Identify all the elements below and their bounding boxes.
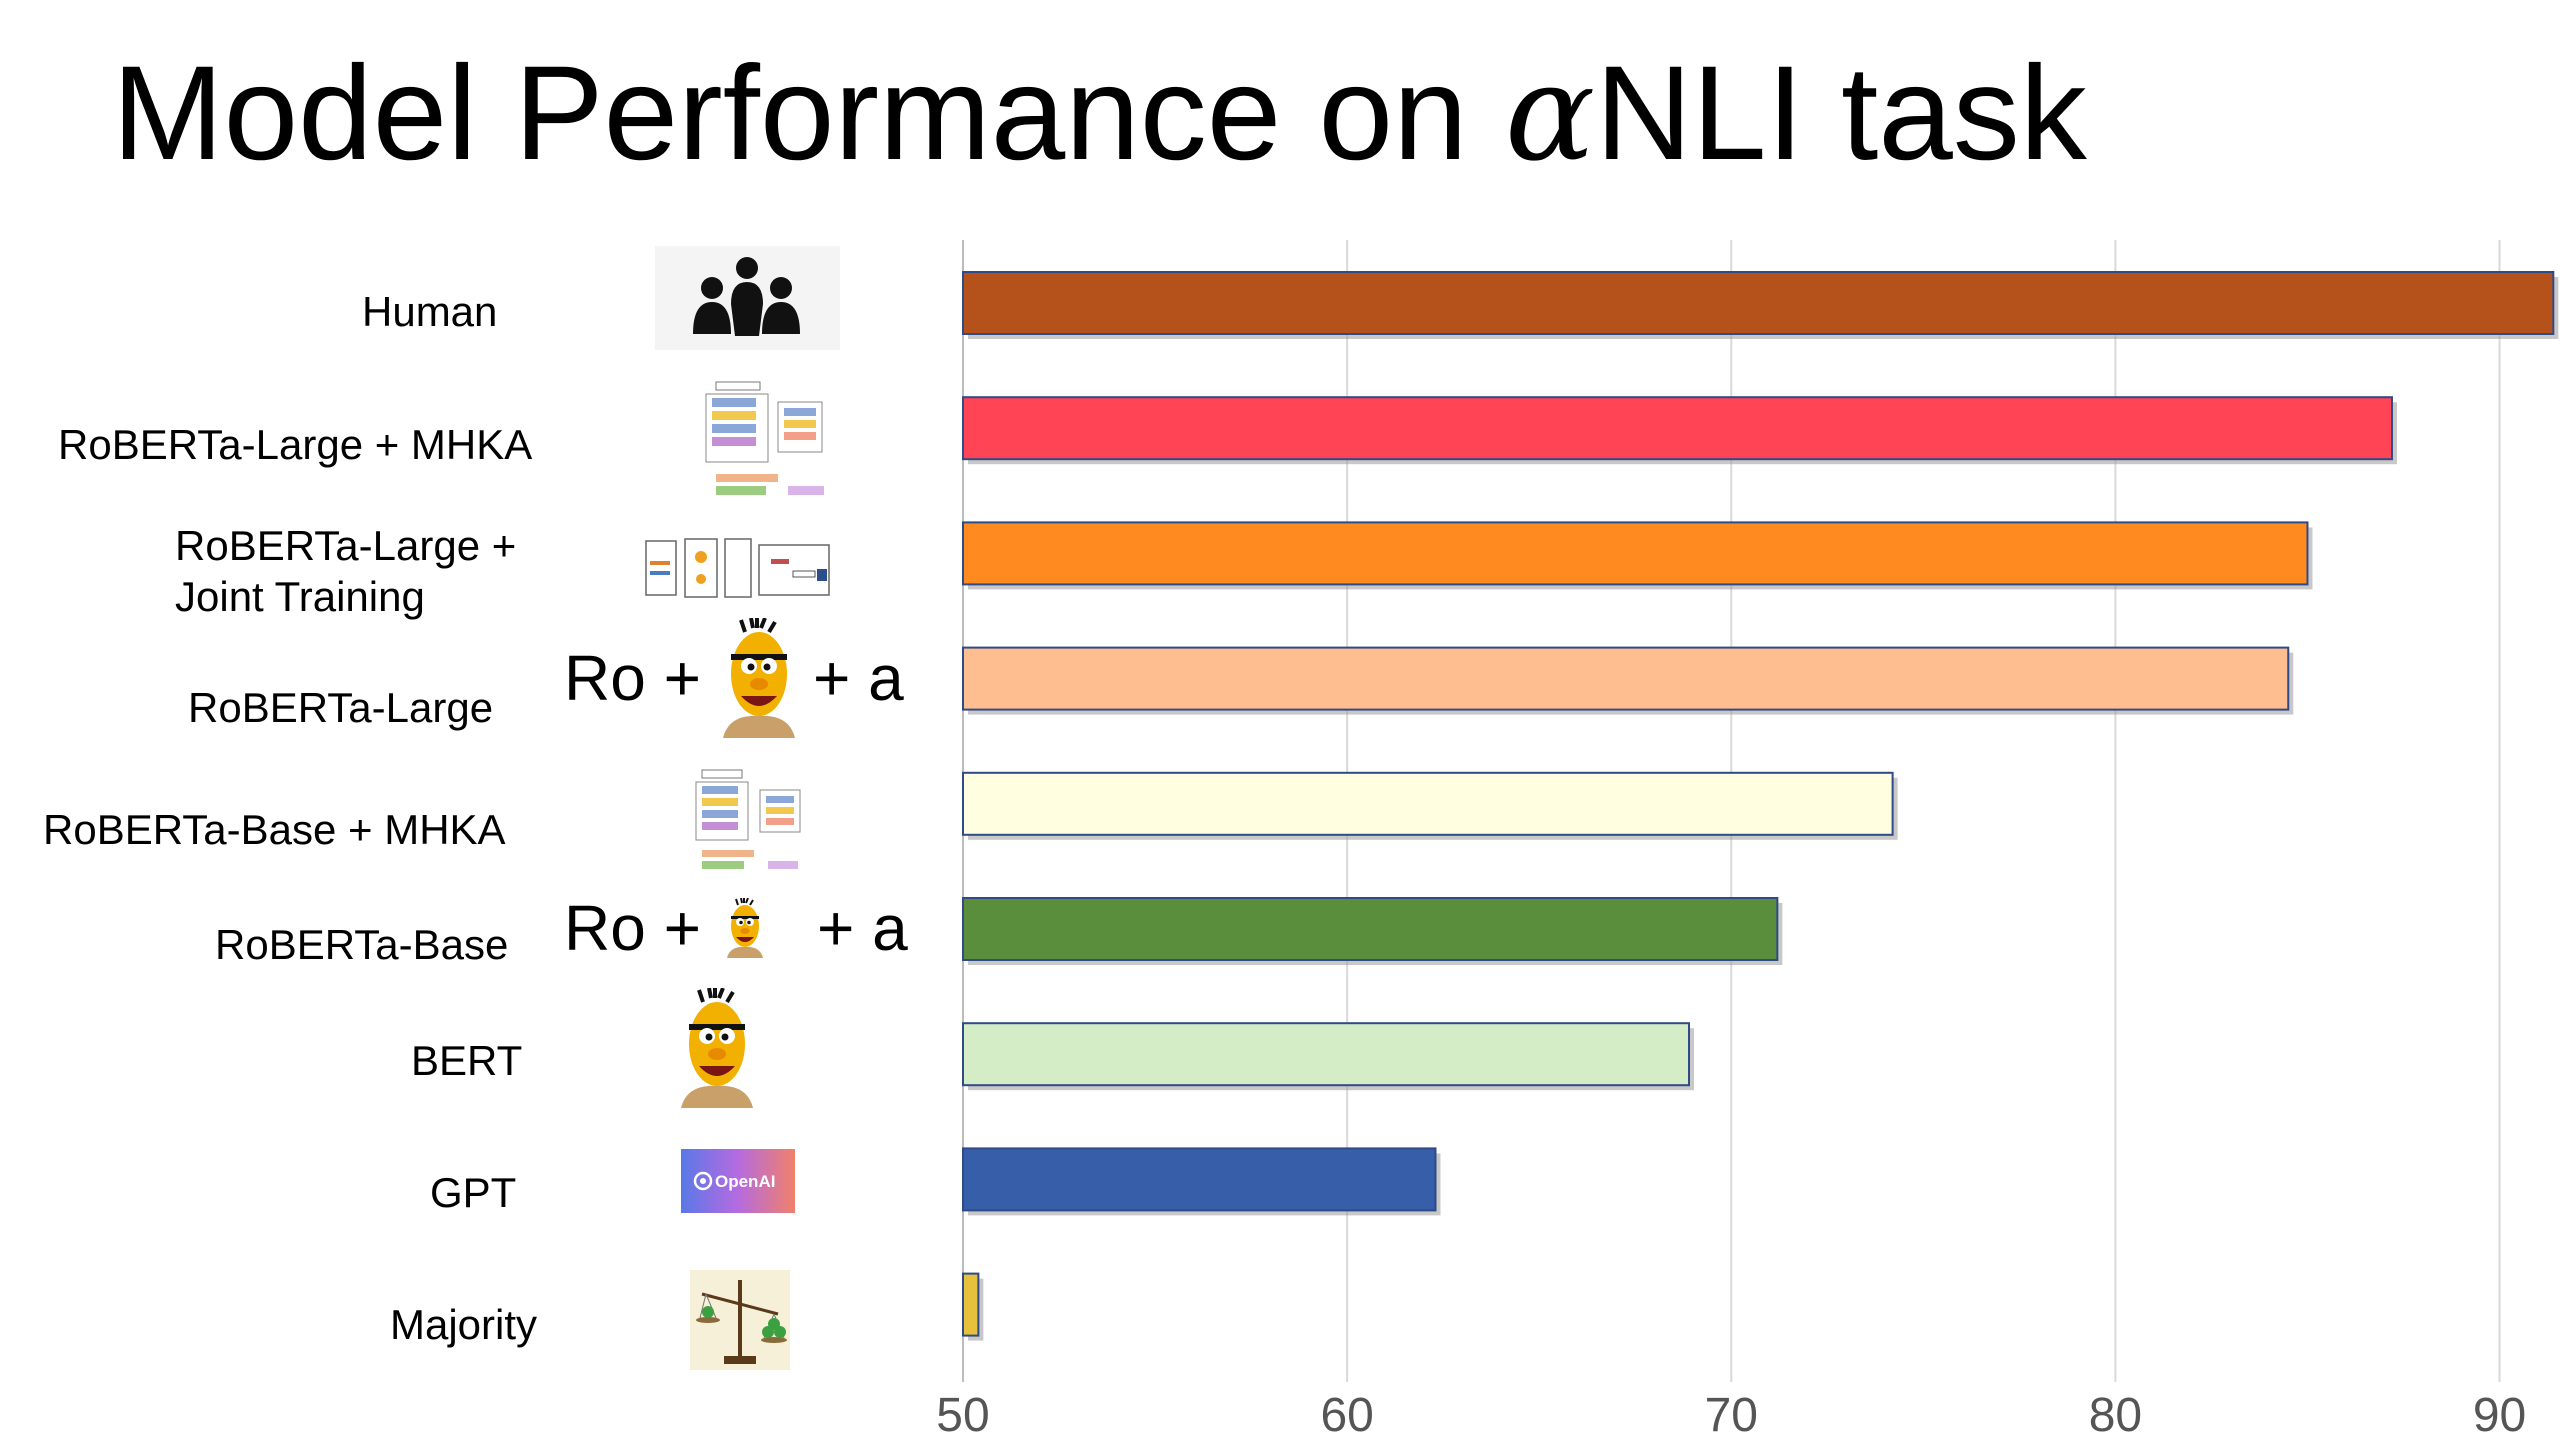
title-prefix: Model Performance on [112, 39, 1505, 188]
bars [962, 271, 2559, 1341]
x-tick-label: 80 [2089, 1389, 2142, 1442]
bar [962, 897, 1779, 961]
category-label-human: Human [362, 288, 498, 335]
x-tick-label: 70 [1705, 1389, 1758, 1442]
x-tick-label: 90 [2473, 1389, 2526, 1442]
bar [962, 1022, 1691, 1087]
bert-muppet-icon [726, 898, 763, 958]
architecture-diagram-thumbnail [688, 768, 808, 874]
joint-training-diagram-thumbnail [643, 531, 833, 601]
category-label-roberta-base: RoBERTa-Base [215, 921, 509, 968]
x-tick-label: 50 [936, 1389, 989, 1442]
category-label-gpt: GPT [430, 1169, 517, 1216]
bar [962, 1272, 980, 1337]
bar [962, 396, 2393, 461]
bar [962, 521, 2309, 586]
formula-large-left: Ro + [564, 642, 701, 714]
category-label-roberta-large-joint: RoBERTa-Large + Joint Training [175, 522, 517, 621]
title-alpha-symbol: α [1504, 35, 1596, 191]
category-label-roberta-large: RoBERTa-Large [188, 684, 494, 731]
bar [962, 271, 2555, 335]
category-label-bert: BERT [411, 1037, 523, 1084]
category-label-roberta-base-mhka: RoBERTa-Base + MHKA [43, 806, 506, 853]
bar [962, 1147, 1437, 1212]
formula-large-right: + a [812, 642, 904, 714]
bert-muppet-icon [722, 618, 795, 738]
formula-base-right: + a [816, 892, 908, 964]
x-axis-ticks: 50 60 70 80 90 [936, 1389, 2526, 1442]
category-label-majority: Majority [390, 1301, 538, 1348]
x-tick-label: 60 [1320, 1389, 1373, 1442]
bar [962, 646, 2290, 711]
people-group-icon [655, 246, 840, 350]
openai-logo: OpenAI [681, 1149, 795, 1213]
formula-roberta-large: Ro + + a [564, 618, 904, 738]
formula-base-left: Ro + [564, 892, 701, 964]
formula-roberta-base: Ro + + a [564, 890, 908, 966]
balance-scale-icon [690, 1270, 790, 1370]
bar [962, 771, 1894, 836]
bert-muppet-icon [681, 988, 753, 1108]
title-suffix: NLI task [1595, 39, 2087, 188]
architecture-diagram-thumbnail [688, 378, 833, 502]
openai-logo-text: OpenAI [715, 1172, 775, 1191]
category-label-roberta-large-mhka: RoBERTa-Large + MHKA [58, 421, 533, 468]
slide-title: Model Performance on αNLI task [112, 39, 2087, 188]
